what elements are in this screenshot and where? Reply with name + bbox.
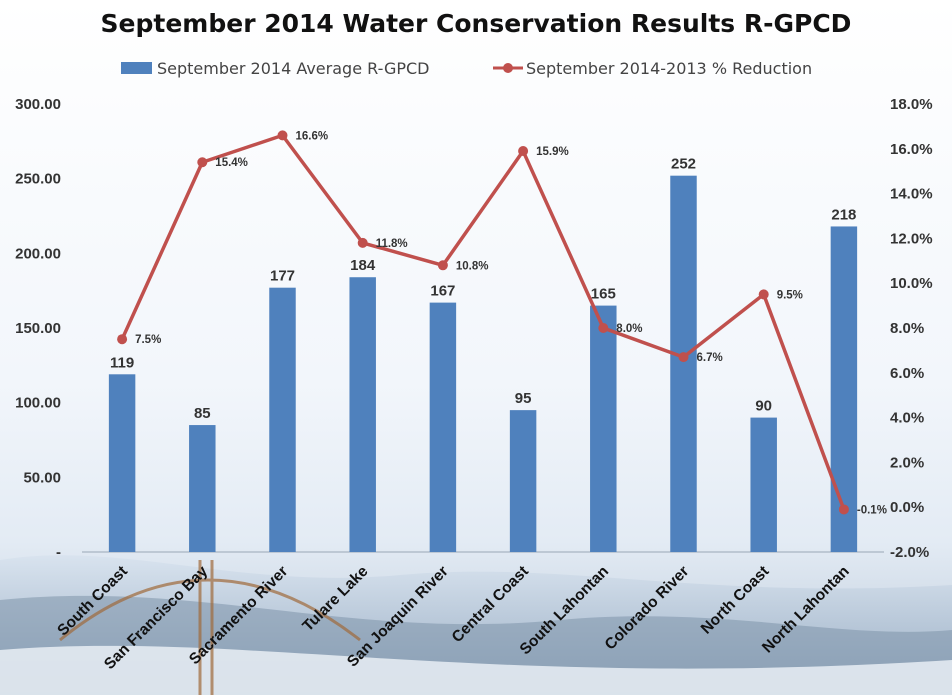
bar-value-label: 177 bbox=[270, 268, 295, 285]
point-value-label: 15.9% bbox=[536, 146, 569, 158]
bar bbox=[670, 175, 697, 552]
bar-series bbox=[108, 175, 858, 552]
line-point bbox=[758, 289, 769, 300]
bar bbox=[189, 425, 216, 552]
y-right-tick-label: 8.0% bbox=[890, 320, 924, 337]
point-value-label: 16.6% bbox=[296, 130, 329, 142]
line-point bbox=[277, 130, 288, 141]
point-value-label: 8.0% bbox=[616, 323, 642, 335]
y-left-tick-label: 200.00 bbox=[15, 245, 61, 262]
y-right-tick-label: 18.0% bbox=[890, 96, 933, 113]
y-left-tick-label: 50.00 bbox=[23, 469, 61, 486]
bar bbox=[750, 417, 777, 552]
y-left-tick-label: 300.00 bbox=[15, 96, 61, 113]
line-point bbox=[678, 352, 689, 363]
point-value-label: 15.4% bbox=[215, 157, 248, 169]
y-right-tick-label: 4.0% bbox=[890, 410, 924, 427]
bar-value-label: 95 bbox=[515, 390, 532, 407]
bar bbox=[830, 226, 858, 552]
y-right-tick-label: 6.0% bbox=[890, 365, 924, 382]
y-right-tick-label: 10.0% bbox=[890, 275, 933, 292]
y-left-tick-label: 100.00 bbox=[15, 395, 61, 412]
point-value-label: 7.5% bbox=[135, 334, 161, 346]
bar bbox=[509, 410, 537, 552]
legend-bar-swatch bbox=[121, 62, 152, 74]
point-value-label: 11.8% bbox=[376, 238, 408, 250]
y-right-tick-label: 16.0% bbox=[890, 141, 933, 158]
line-point bbox=[357, 237, 368, 248]
y-right-tick-label: 2.0% bbox=[890, 454, 924, 471]
y-right-tick-label: 12.0% bbox=[890, 230, 933, 247]
bar-value-label: 218 bbox=[831, 206, 856, 223]
legend-line-label: September 2014-2013 % Reduction bbox=[526, 59, 812, 78]
reduction-line bbox=[120, 133, 846, 511]
y-right-tick-label: 14.0% bbox=[890, 186, 933, 203]
line-point bbox=[838, 504, 849, 515]
axes: - 50.00 100.00 150.00 200.00 250.00 300.00 -2.0… bbox=[15, 96, 932, 561]
line-point bbox=[437, 260, 448, 271]
chart-title: September 2014 Water Conservation Result… bbox=[101, 9, 852, 38]
line-point bbox=[197, 157, 208, 168]
bar-value-label: 90 bbox=[755, 398, 772, 415]
bar bbox=[269, 287, 296, 552]
y-left-tick-label: 250.00 bbox=[15, 171, 61, 188]
bar bbox=[108, 374, 136, 552]
bar-value-label: 165 bbox=[591, 286, 616, 303]
legend: September 2014 Average R-GPCD September … bbox=[121, 59, 812, 78]
y-left-tick-label: 150.00 bbox=[15, 320, 61, 337]
line-point bbox=[117, 334, 128, 345]
line-series bbox=[117, 130, 849, 515]
bar-value-label: 252 bbox=[671, 156, 696, 173]
bar bbox=[590, 305, 617, 552]
y-right-tick-label: -2.0% bbox=[890, 544, 929, 561]
legend-line-marker bbox=[503, 63, 513, 73]
bar-value-label: 119 bbox=[110, 354, 134, 371]
line-point bbox=[518, 146, 529, 157]
y-right-tick-label: 0.0% bbox=[890, 499, 924, 516]
bar bbox=[349, 277, 376, 552]
point-value-label: -0.1% bbox=[857, 504, 887, 516]
line-point bbox=[598, 323, 609, 333]
bar bbox=[429, 302, 457, 552]
bar-value-label: 184 bbox=[350, 257, 376, 274]
legend-bar-label: September 2014 Average R-GPCD bbox=[157, 59, 429, 78]
bar-value-label: 167 bbox=[430, 283, 455, 300]
y-left-tick-label: - bbox=[56, 544, 61, 561]
point-value-label: 6.7% bbox=[697, 352, 723, 364]
bar-value-label: 85 bbox=[194, 405, 211, 422]
data-labels: 119 85 177 184 167 95 165 252 90 218 7.5% 15.4% 16.6… bbox=[110, 130, 887, 516]
point-value-label: 10.8% bbox=[456, 260, 489, 272]
point-value-label: 9.5% bbox=[777, 289, 803, 301]
